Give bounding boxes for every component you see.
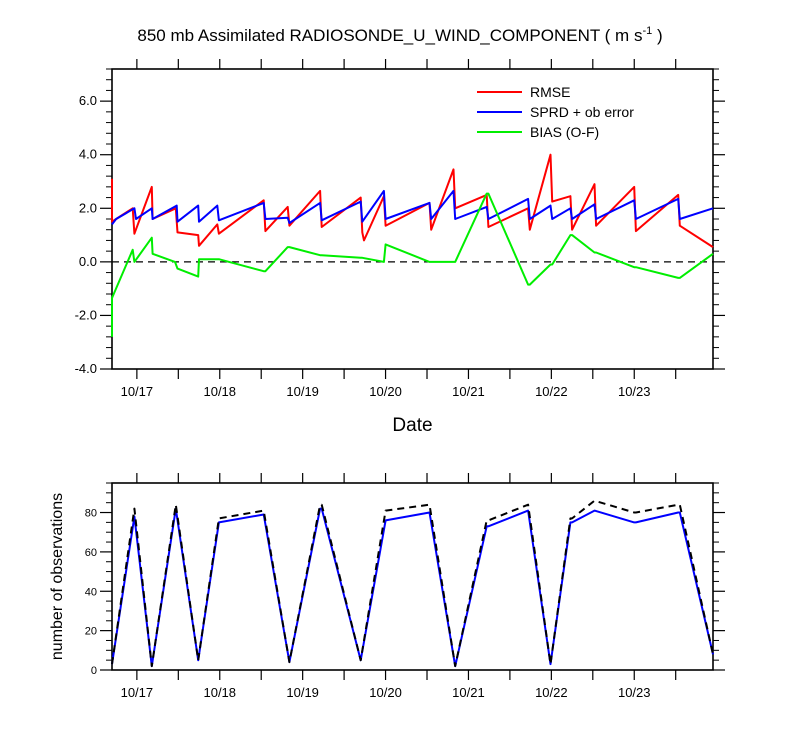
y-tick-label: 60 <box>85 547 97 559</box>
x-tick-label: 10/20 <box>369 384 402 399</box>
x-tick-label: 10/17 <box>121 384 154 399</box>
y-tick-label: 0.0 <box>79 254 97 269</box>
legend-label: SPRD + ob error <box>530 104 634 120</box>
x-tick-label: 10/18 <box>203 685 236 700</box>
x-tick-label: 10/22 <box>535 685 568 700</box>
x-tick-label: 10/22 <box>535 384 568 399</box>
x-tick-label: 10/23 <box>618 685 651 700</box>
y-tick-label: 80 <box>85 508 97 520</box>
x-tick-label: 10/21 <box>452 685 485 700</box>
series-line-used <box>111 507 714 668</box>
y-tick-label: 6.0 <box>79 93 97 108</box>
series-line-possible <box>111 499 714 668</box>
plot-frame <box>111 482 714 671</box>
series-line-sprd-ob-error <box>111 189 714 226</box>
x-tick-label: 10/18 <box>203 384 236 399</box>
x-tick-label: 10/23 <box>618 384 651 399</box>
y-axis-label: number of observations <box>49 493 66 660</box>
series-line-bias-o-f <box>111 192 714 337</box>
y-tick-label: 0 <box>91 665 97 677</box>
x-tick-label: 10/19 <box>286 384 319 399</box>
y-tick-label: 4.0 <box>79 147 97 162</box>
y-tick-label: 20 <box>85 626 97 638</box>
legend-label: BIAS (O-F) <box>530 124 599 140</box>
x-axis-label: Date <box>392 415 432 436</box>
chart-title: 850 mb Assimilated RADIOSONDE_U_WIND_COM… <box>137 25 662 45</box>
y-tick-label: -4.0 <box>75 361 97 376</box>
x-tick-label: 10/20 <box>369 685 402 700</box>
bottom-chart: 10/17 10/18 10/19 10/20 10/21 10/22 10/23 0 20 40… <box>49 473 725 700</box>
top-chart: 10/17 10/18 10/19 10/20 10/21 10/22 10/23 -4.0 -… <box>75 59 725 436</box>
x-tick-label: 10/19 <box>286 685 319 700</box>
x-tick-label: 10/21 <box>452 384 485 399</box>
y-tick-label: -2.0 <box>75 307 97 322</box>
y-tick-label: 40 <box>85 586 97 598</box>
series-line-rmse <box>111 153 714 248</box>
y-tick-label: 2.0 <box>79 200 97 215</box>
x-tick-label: 10/17 <box>121 685 154 700</box>
legend-label: RMSE <box>530 84 570 100</box>
